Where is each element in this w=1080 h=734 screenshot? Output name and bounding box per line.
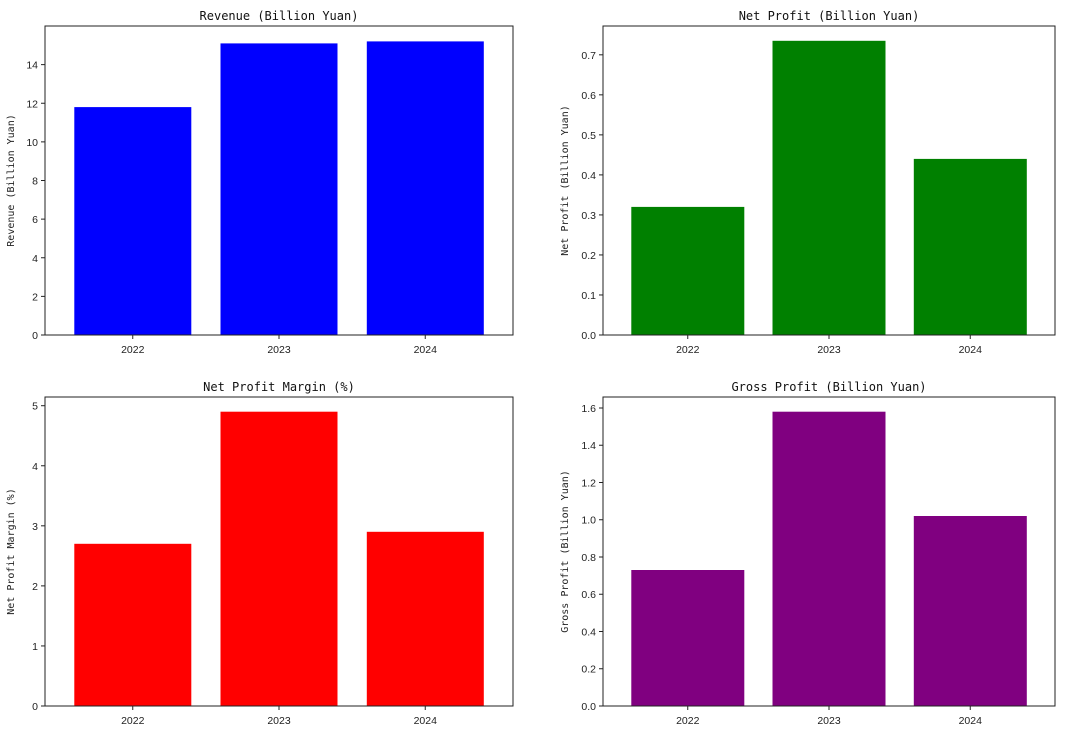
y-tick-label: 5 <box>32 401 38 413</box>
y-axis-label: Net Profit Margin (%) <box>6 488 17 614</box>
y-tick-label: 0.2 <box>581 664 596 676</box>
y-tick-label: 10 <box>26 137 38 149</box>
bar-2022 <box>631 206 745 335</box>
bar-2022 <box>74 543 192 706</box>
y-tick-label: 0 <box>32 701 38 713</box>
y-tick-label: 4 <box>32 461 38 473</box>
x-tick-label: 2024 <box>959 715 983 727</box>
x-tick-label: 2022 <box>676 715 700 727</box>
bar-2022 <box>74 107 192 335</box>
y-tick-label: 1.2 <box>581 477 596 489</box>
y-tick-label: 0.6 <box>581 589 596 601</box>
x-tick-label: 2024 <box>414 715 438 727</box>
x-tick-label: 2023 <box>267 344 291 356</box>
y-tick-label: 3 <box>32 521 38 533</box>
bar-2023 <box>772 411 886 706</box>
y-tick-label: 2 <box>32 291 38 303</box>
bar-2024 <box>366 531 484 706</box>
bar-2023 <box>772 40 886 336</box>
y-tick-label: 1.4 <box>581 440 596 452</box>
y-tick-label: 0.1 <box>581 290 596 302</box>
y-tick-label: 14 <box>26 60 38 72</box>
y-tick-label: 0.7 <box>581 50 596 62</box>
y-axis-label: Revenue (Billion Yuan) <box>6 114 17 246</box>
revenue-chart: 0 2 4 6 8 10 12 14 2022 2023 2024 Revenue (Billion … <box>6 9 514 356</box>
x-tick-label: 2022 <box>676 344 700 356</box>
chart-title: Gross Profit (Billion Yuan) <box>731 380 926 394</box>
y-tick-label: 0.4 <box>581 626 596 638</box>
y-tick-label: 0.8 <box>581 552 596 564</box>
y-axis-label: Net Profit (Billion Yuan) <box>560 105 571 256</box>
y-tick-label: 8 <box>32 176 38 188</box>
x-tick-label: 2023 <box>817 344 841 356</box>
x-tick-label: 2024 <box>959 344 983 356</box>
chart-title: Net Profit (Billion Yuan) <box>739 9 920 23</box>
y-tick-label: 0.6 <box>581 90 596 102</box>
net-profit-chart: 0.0 0.1 0.2 0.3 0.4 0.5 0.6 0.7 2022 2023 2024 Net … <box>560 9 1056 356</box>
x-tick-label: 2023 <box>817 715 841 727</box>
x-tick-label: 2022 <box>121 715 145 727</box>
net-profit-margin-chart: 0 1 2 3 4 5 2022 2023 2024 Net Profit Margin (%) N… <box>6 380 514 727</box>
chart-title: Net Profit Margin (%) <box>203 380 355 394</box>
x-tick-label: 2023 <box>267 715 291 727</box>
bar-2024 <box>913 516 1027 706</box>
x-tick-label: 2024 <box>414 344 438 356</box>
y-tick-label: 6 <box>32 214 38 226</box>
y-axis-label: Gross Profit (Billion Yuan) <box>560 470 571 633</box>
y-tick-label: 0 <box>32 330 38 342</box>
y-tick-label: 12 <box>26 98 38 110</box>
bar-2022 <box>631 570 745 706</box>
y-tick-label: 0.3 <box>581 210 596 222</box>
y-tick-label: 0.4 <box>581 170 596 182</box>
chart-title: Revenue (Billion Yuan) <box>200 9 359 23</box>
y-tick-label: 1.0 <box>581 515 596 527</box>
x-tick-label: 2022 <box>121 344 145 356</box>
y-tick-label: 2 <box>32 581 38 593</box>
y-tick-label: 0.2 <box>581 250 596 262</box>
bar-2023 <box>220 43 338 336</box>
y-tick-label: 0.0 <box>581 330 596 342</box>
bar-2024 <box>366 41 484 336</box>
y-tick-label: 4 <box>32 253 38 265</box>
y-tick-label: 0.0 <box>581 701 596 713</box>
gross-profit-chart: 0.0 0.2 0.4 0.6 0.8 1.0 1.2 1.4 1.6 2022 2023 2024 G… <box>560 380 1056 727</box>
y-tick-label: 1 <box>32 641 38 653</box>
bar-2023 <box>220 411 338 706</box>
y-tick-label: 0.5 <box>581 130 596 142</box>
bar-2024 <box>913 158 1027 335</box>
y-tick-label: 1.6 <box>581 403 596 415</box>
